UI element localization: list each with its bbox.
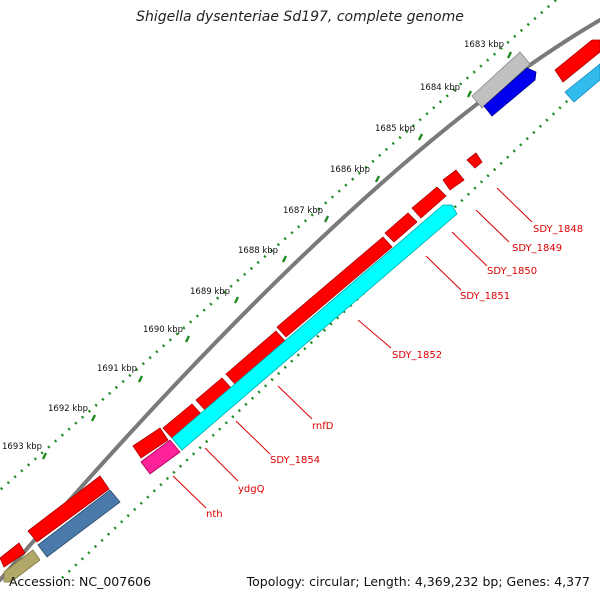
tick-label-1693: 1693 kbp [2,442,42,452]
gene-label-sdy-1852[interactable]: SDY_1852 [392,350,442,361]
gene-label-sdy-1848[interactable]: SDY_1848 [533,224,583,235]
gene-sdy-1852-arrow[interactable] [276,236,393,338]
gene-light-blue-arrow[interactable] [564,63,600,103]
gene-upper-right-arrow[interactable] [554,39,600,83]
gene-blue-arrow[interactable] [483,67,537,117]
gene-lower-left-1-arrow[interactable] [27,475,110,543]
gene-lower-left-2-arrow[interactable] [0,542,26,568]
gene-label-sdy-1849[interactable]: SDY_1849 [512,243,562,254]
tick-labels: 1683 kbp 1684 kbp 1685 kbp 1686 kbp 1687… [2,40,504,452]
outer-tick-dots [0,0,557,491]
genome-backbone [0,18,600,582]
tick-label-1683: 1683 kbp [464,40,504,50]
tick-label-1686: 1686 kbp [330,165,370,175]
forward-strand-genes [0,39,600,568]
accession-text: Accession: NC_007606 [9,574,152,589]
gene-sdy-1851-arrow[interactable] [384,212,418,243]
tick-label-1691: 1691 kbp [97,364,137,374]
map-title: Shigella dysenteriae Sd197, complete gen… [136,9,464,25]
gene-label-sdy-1850[interactable]: SDY_1850 [487,266,537,277]
inner-tick-dots [59,69,600,581]
gene-labels: SDY_1848 SDY_1849 SDY_1850 SDY_1851 SDY_… [206,224,583,520]
gene-steelblue-arrow[interactable] [37,489,121,558]
genome-summary-text: Topology: circular; Length: 4,369,232 bp… [246,574,590,589]
tick-label-1687: 1687 kbp [283,206,323,216]
gene-label-rnfd[interactable]: rnfD [312,421,334,432]
gene-nth-arrow[interactable] [132,427,169,459]
tick-marks [41,51,513,460]
gene-sdy-1849-arrow[interactable] [442,169,465,191]
gene-label-ydgq[interactable]: ydgQ [238,484,265,495]
gene-sdy-1850-arrow[interactable] [411,186,447,219]
reverse-strand-genes [3,51,600,583]
gene-grey-feature[interactable] [471,51,531,109]
tick-label-1692: 1692 kbp [48,404,88,414]
gene-magenta-arrow[interactable] [140,439,181,475]
gene-olive-arrow[interactable] [3,549,41,583]
tick-label-1690: 1690 kbp [143,325,183,335]
gene-label-sdy-1854[interactable]: SDY_1854 [270,455,320,466]
tick-label-1685: 1685 kbp [375,124,415,134]
gene-sdy-1848-arrow[interactable] [466,152,483,169]
gene-label-leaders [172,187,533,509]
tick-label-1684: 1684 kbp [420,83,460,93]
gene-cyan-long-arrow[interactable] [171,204,458,451]
tick-label-1688: 1688 kbp [238,246,278,256]
gene-label-sdy-1851[interactable]: SDY_1851 [460,291,510,302]
gene-label-nth[interactable]: nth [206,509,223,520]
tick-label-1689: 1689 kbp [190,287,230,297]
